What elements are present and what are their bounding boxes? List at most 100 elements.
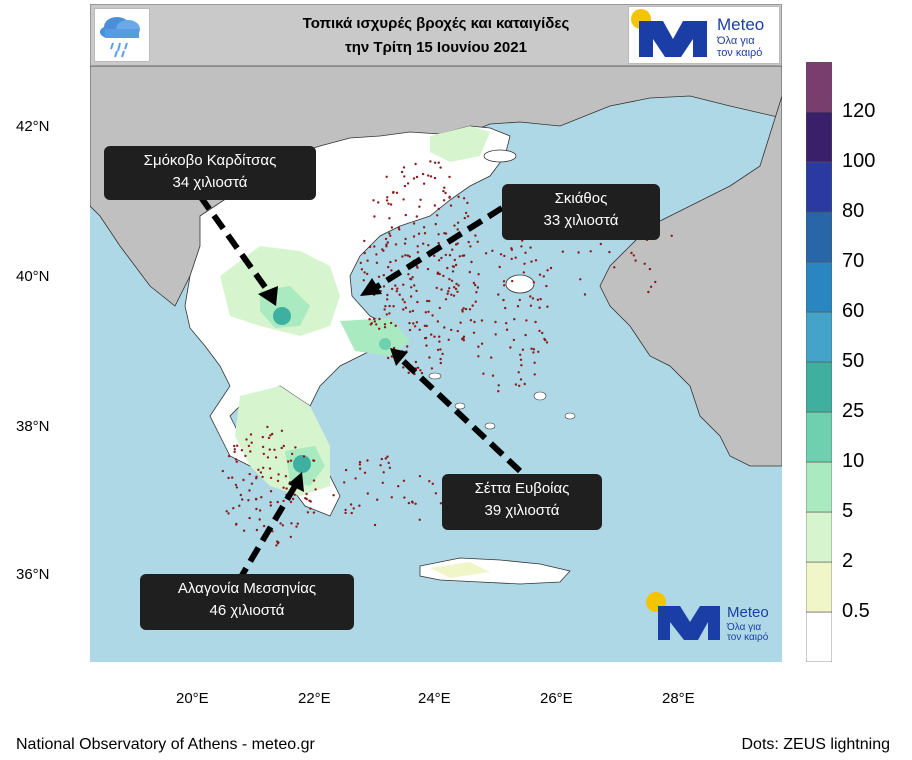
lightning-dot	[499, 253, 503, 256]
lightning-dot	[452, 294, 456, 297]
lightning-dot	[412, 222, 416, 225]
lightning-dot	[269, 434, 272, 437]
legend-level-label: 0.5	[842, 600, 870, 622]
lightning-dot	[305, 497, 308, 501]
lightning-dot	[386, 241, 389, 244]
legend-colorbar	[805, 61, 833, 663]
lightning-dot	[437, 207, 440, 211]
lightning-dot	[443, 232, 446, 235]
lightning-dot	[375, 261, 379, 264]
lightning-dot	[448, 287, 451, 290]
lightning-dot	[412, 322, 415, 325]
meteo-logo-map	[646, 592, 720, 640]
lightning-dot	[462, 307, 465, 310]
lightning-dot	[466, 201, 469, 205]
lightning-dot	[343, 481, 346, 484]
lightning-dot	[519, 378, 523, 381]
lightning-dot	[255, 507, 258, 511]
lightning-dot	[314, 488, 317, 491]
lightning-dot	[545, 284, 548, 288]
lightning-dot	[435, 286, 438, 290]
lightning-dot	[464, 211, 468, 215]
lightning-dot	[233, 448, 236, 451]
lightning-dot	[455, 282, 458, 286]
lightning-dot	[290, 522, 293, 525]
lightning-dot	[394, 259, 397, 262]
lightning-dot	[440, 288, 443, 291]
lightning-dot	[541, 331, 544, 335]
lightning-dot	[398, 293, 401, 296]
lightning-dot	[404, 237, 407, 241]
lightning-dot	[258, 509, 262, 512]
lightning-dot	[476, 286, 480, 289]
legend-swatch	[805, 111, 833, 163]
lightning-dot	[417, 232, 421, 235]
lightning-dot	[544, 338, 547, 342]
lightning-dot	[437, 259, 441, 262]
lightning-dot	[397, 226, 400, 229]
lightning-dot	[402, 283, 405, 286]
lightning-dot	[426, 267, 430, 271]
lightning-dot	[381, 248, 384, 251]
lightning-dot	[388, 232, 391, 235]
lightning-dot	[302, 455, 306, 458]
lat-tick-42: 42°N	[16, 118, 50, 135]
lightning-dot	[443, 186, 446, 189]
lightning-dot	[462, 339, 465, 342]
lightning-dot	[233, 444, 236, 448]
lightning-dot	[456, 228, 459, 231]
legend-level-label: 2	[842, 550, 854, 572]
lightning-dot	[269, 490, 273, 493]
lightning-dot	[473, 320, 476, 324]
lightning-dot	[354, 477, 357, 480]
lightning-dot	[234, 483, 238, 487]
lightning-dot	[442, 189, 445, 193]
lightning-dot	[608, 250, 611, 254]
lightning-dot	[412, 235, 416, 238]
lat-tick-38: 38°N	[16, 418, 50, 435]
lightning-dot	[439, 357, 442, 361]
lightning-dot	[438, 335, 441, 338]
lightning-dot	[477, 345, 480, 348]
lightning-dot	[524, 251, 527, 254]
lightning-dot	[505, 322, 508, 325]
lightning-dot	[282, 499, 285, 503]
lightning-dot	[406, 182, 410, 185]
lightning-dot	[474, 300, 477, 303]
lightning-dot	[344, 468, 348, 472]
lightning-dot	[358, 467, 362, 470]
lightning-dot	[242, 529, 246, 532]
lightning-dot	[613, 266, 616, 269]
lightning-dot	[266, 425, 269, 429]
lightning-dot	[422, 182, 426, 185]
lightning-dot	[332, 494, 335, 497]
lightning-dot	[415, 265, 419, 268]
lightning-dot	[520, 245, 523, 248]
lightning-dot	[350, 511, 353, 515]
lightning-dot	[419, 369, 422, 372]
lightning-dot	[497, 390, 500, 393]
lightning-dot	[414, 502, 417, 505]
lightning-dot	[227, 454, 231, 458]
lightning-dot	[352, 507, 355, 510]
lightning-dot	[255, 528, 259, 532]
lon-tick-28: 28°E	[662, 690, 695, 707]
lightning-dot	[546, 305, 549, 308]
lightning-dot	[450, 293, 453, 296]
lightning-dot	[344, 511, 347, 515]
lightning-dot	[373, 245, 376, 248]
thasos	[483, 149, 517, 163]
lightning-dot	[390, 287, 394, 291]
lightning-dot	[344, 508, 347, 512]
lightning-dot	[400, 170, 404, 174]
lightning-dot	[502, 280, 506, 283]
lightning-dot	[433, 161, 437, 164]
lightning-dot	[383, 323, 387, 326]
map-brand-tagline-2: τον καιρό	[727, 632, 769, 643]
lightning-dot	[428, 299, 431, 303]
lightning-dot	[407, 501, 411, 505]
lightning-dot	[363, 251, 366, 255]
lightning-dot	[401, 255, 404, 258]
lightning-dot	[382, 471, 385, 474]
lightning-dot	[377, 275, 381, 278]
